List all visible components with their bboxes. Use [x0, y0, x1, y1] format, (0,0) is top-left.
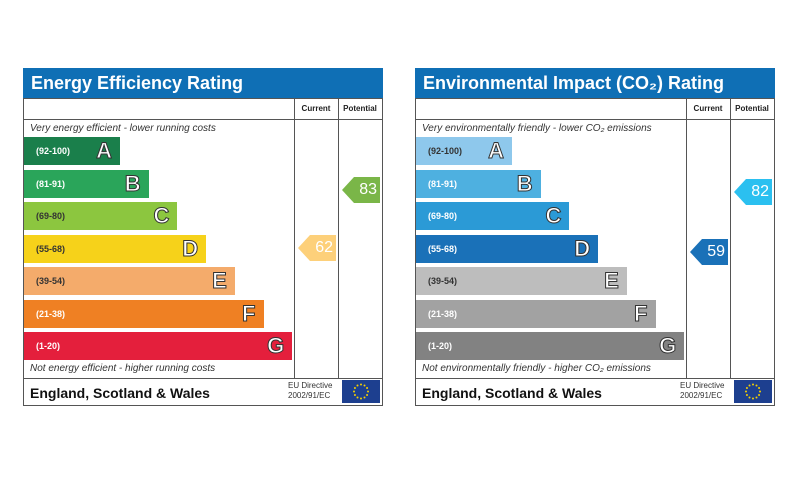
band-range: (39-54) — [428, 276, 458, 286]
chart-title: Energy Efficiency Rating — [23, 68, 383, 98]
rating-band-e: (39-54) E — [416, 267, 627, 295]
current-rating-arrow: 62 — [298, 234, 336, 261]
band-range: (1-20) — [36, 341, 61, 351]
region-label: England, Scotland & Wales — [30, 385, 210, 401]
rating-table: Current Potential Very energy efficient - … — [23, 98, 383, 406]
energy-efficiency-panel: Energy Efficiency Rating Current Potential… — [23, 68, 383, 406]
band-letter: E — [604, 268, 620, 294]
band-letter: C — [153, 203, 170, 229]
divider-current — [686, 99, 687, 379]
header-divider — [416, 119, 774, 120]
divider-potential — [730, 99, 731, 379]
eu-directive: EU Directive 2002/91/EC — [288, 381, 332, 401]
arrow-shape — [690, 239, 728, 266]
band-letter: E — [212, 268, 228, 294]
arrow-shape — [734, 178, 772, 205]
band-letter: D — [574, 235, 591, 261]
column-current: Current — [693, 104, 723, 113]
band-letter: B — [124, 170, 141, 196]
rating-band-g: (1-20) G — [24, 332, 293, 360]
rating-band-f: (21-38) F — [24, 299, 264, 328]
band-range: (1-20) — [428, 341, 453, 351]
potential-rating-arrow: 83 — [342, 176, 380, 203]
bottom-note: Not energy efficient - higher running co… — [30, 363, 216, 374]
band-range: (69-80) — [36, 211, 66, 221]
rating-band-b: (81-91) B — [416, 169, 541, 198]
band-letter: C — [545, 203, 562, 229]
arrow-shape — [342, 176, 380, 203]
band-letter: B — [516, 170, 533, 196]
arrow-shape — [298, 234, 336, 261]
rating-band-a: (92-100) A — [416, 137, 512, 165]
rating-table: Current Potential Very environmentally fri… — [415, 98, 775, 406]
footer-divider — [416, 378, 774, 379]
rating-band-d: (55-68) D — [24, 234, 207, 263]
band-range: (92-100) — [36, 146, 71, 156]
band-range: (55-68) — [428, 243, 458, 254]
column-potential: Potential — [735, 104, 769, 113]
band-range: (21-38) — [428, 308, 458, 319]
rating-band-d: (55-68) D — [416, 234, 599, 263]
rating-band-e: (39-54) E — [24, 267, 235, 295]
bottom-note: Not environmentally friendly - higher CO… — [422, 363, 651, 374]
band-range: (81-91) — [428, 178, 458, 189]
band-letter: G — [267, 333, 285, 359]
band-range: (55-68) — [36, 243, 66, 254]
band-range: (21-38) — [36, 308, 66, 319]
rating-band-c: (69-80) C — [24, 202, 178, 230]
band-letter: A — [488, 138, 505, 164]
rating-band-g: (1-20) G — [416, 332, 685, 360]
current-rating-arrow: 59 — [690, 239, 728, 266]
band-range: (81-91) — [36, 178, 66, 189]
eu-directive: EU Directive 2002/91/EC — [680, 381, 724, 401]
rating-band-a: (92-100) A — [24, 137, 120, 165]
top-note: Very energy efficient - lower running co… — [30, 123, 216, 134]
header-divider — [24, 119, 382, 120]
directive-line-2: 2002/91/EC — [288, 391, 331, 400]
band-range: (69-80) — [428, 211, 458, 221]
band-letter: A — [96, 138, 113, 164]
band-letter: G — [659, 333, 677, 359]
rating-band-b: (81-91) B — [24, 169, 149, 198]
rating-band-f: (21-38) F — [416, 299, 656, 328]
potential-rating-value: 82 — [751, 182, 769, 200]
column-potential: Potential — [343, 104, 377, 113]
band-range: (39-54) — [36, 276, 66, 286]
chart-title: Environmental Impact (CO₂) Rating — [415, 68, 775, 98]
directive-line-2: 2002/91/EC — [680, 391, 723, 400]
environmental-impact-panel: Environmental Impact (CO₂) Rating Current… — [415, 68, 775, 406]
column-current: Current — [301, 104, 331, 113]
band-range: (92-100) — [428, 146, 463, 156]
potential-rating-arrow: 82 — [734, 178, 772, 205]
footer-divider — [24, 378, 382, 379]
directive-line-1: EU Directive — [288, 381, 333, 390]
band-letter: F — [634, 300, 648, 326]
region-label: England, Scotland & Wales — [422, 385, 602, 401]
rating-band-c: (69-80) C — [416, 202, 570, 230]
potential-rating-value: 83 — [359, 180, 377, 198]
band-letter: F — [242, 300, 256, 326]
eu-flag-icon — [342, 380, 380, 403]
band-letter: D — [182, 235, 199, 261]
divider-potential — [338, 99, 339, 379]
divider-current — [294, 99, 295, 379]
directive-line-1: EU Directive — [680, 381, 725, 390]
top-note: Very environmentally friendly - lower CO… — [422, 123, 652, 134]
current-rating-value: 59 — [707, 243, 725, 261]
eu-flag-icon — [734, 380, 772, 403]
current-rating-value: 62 — [315, 238, 333, 256]
